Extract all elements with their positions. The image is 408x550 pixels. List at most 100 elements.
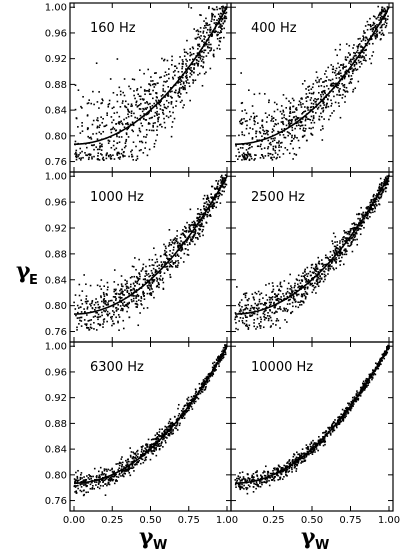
scatter-point [335, 247, 338, 250]
scatter-point [298, 285, 301, 288]
scatter-point [373, 210, 376, 213]
scatter-point [253, 476, 255, 479]
scatter-point [103, 469, 106, 472]
scatter-point [94, 301, 97, 304]
scatter-point [186, 221, 188, 224]
scatter-point [103, 479, 106, 482]
scatter-point [260, 148, 263, 150]
scatter-point [352, 222, 355, 225]
scatter-point [176, 230, 178, 232]
scatter-point [165, 115, 168, 117]
scatter-point [348, 239, 351, 242]
scatter-point [115, 297, 117, 300]
scatter-point [162, 111, 164, 114]
scatter-point [345, 43, 348, 45]
scatter-point [345, 239, 348, 241]
scatter-point [206, 377, 208, 379]
scatter-point [274, 152, 277, 154]
scatter-point [125, 133, 128, 136]
scatter-point [141, 268, 144, 271]
scatter-point [182, 232, 185, 235]
scatter-point [203, 202, 206, 205]
scatter-point [326, 102, 328, 105]
scatter-point [77, 311, 79, 314]
scatter-point [121, 470, 123, 473]
scatter-point [247, 328, 250, 330]
scatter-point [97, 483, 100, 485]
scatter-point [186, 79, 189, 81]
scatter-point [335, 67, 338, 70]
scatter-point [277, 308, 279, 310]
scatter-point [337, 84, 339, 87]
x-tick-label: 0.25 [101, 515, 123, 526]
scatter-point [335, 251, 337, 254]
scatter-point [336, 247, 339, 250]
scatter-point [156, 125, 159, 128]
scatter-point [138, 283, 141, 286]
scatter-point [276, 468, 278, 471]
scatter-point [379, 26, 382, 29]
scatter-point [345, 253, 348, 256]
scatter-point [199, 27, 202, 29]
scatter-point [204, 387, 207, 389]
scatter-point [382, 10, 384, 13]
scatter-point [119, 305, 122, 307]
scatter-point [116, 135, 118, 138]
scatter-point [102, 117, 104, 120]
scatter-point [380, 18, 382, 21]
scatter-point [264, 155, 267, 157]
scatter-point [251, 314, 254, 316]
scatter-point [139, 95, 142, 98]
scatter-point [272, 467, 275, 470]
scatter-point [177, 92, 179, 95]
scatter-point [384, 19, 387, 22]
scatter-point [252, 297, 255, 299]
y-tick-label: 0.80 [45, 131, 67, 142]
scatter-point [313, 271, 315, 274]
scatter-point [170, 255, 172, 257]
scatter-point [303, 294, 306, 297]
scatter-point [109, 476, 112, 479]
scatter-point [206, 31, 208, 34]
x-tick-label: 0.75 [178, 515, 200, 526]
scatter-point [273, 125, 276, 128]
scatter-point [166, 437, 168, 439]
scatter-point [218, 21, 221, 24]
scatter-point [309, 119, 312, 121]
scatter-point [383, 181, 385, 183]
scatter-point [255, 292, 258, 295]
scatter-point [95, 481, 98, 483]
scatter-point [101, 121, 104, 124]
scatter-point [240, 310, 242, 312]
scatter-point [163, 121, 166, 124]
scatter-point [74, 486, 77, 488]
scatter-point [75, 485, 78, 487]
scatter-point [244, 292, 247, 295]
scatter-point [300, 97, 302, 100]
scatter-point [97, 318, 99, 321]
scatter-point [211, 204, 213, 206]
scatter-point [309, 99, 312, 101]
scatter-point [115, 480, 117, 482]
scatter-point [101, 98, 103, 100]
scatter-point [189, 99, 191, 102]
scatter-point [312, 449, 315, 451]
scatter-point [196, 225, 198, 228]
scatter-point [374, 362, 377, 365]
scatter-point [196, 63, 199, 65]
scatter-point [256, 139, 258, 142]
scatter-point [244, 153, 246, 156]
scatter-point [208, 23, 211, 26]
scatter-point [211, 206, 214, 208]
scatter-point [197, 43, 199, 46]
scatter-point [199, 208, 202, 211]
scatter-point [98, 148, 101, 151]
scatter-point [123, 301, 126, 303]
scatter-point [185, 63, 187, 65]
scatter-point [215, 22, 217, 24]
scatter-point [152, 267, 155, 270]
scatter-point [225, 15, 227, 18]
scatter-point [167, 422, 170, 425]
scatter-point [297, 103, 300, 106]
scatter-point [107, 142, 110, 144]
